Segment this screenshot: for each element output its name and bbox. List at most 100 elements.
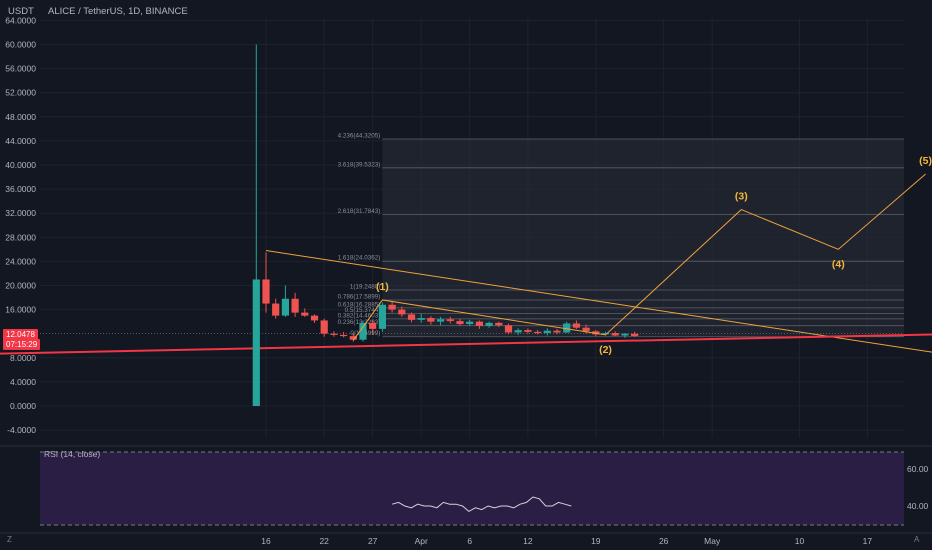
fibonacci-extension[interactable]: 4.236(44.3205) 3.618(39.5323) 2.618(31.784… (338, 132, 904, 337)
candle-body (543, 330, 551, 334)
rsi-level-40: 40.00 (907, 501, 929, 511)
candle-body (524, 330, 532, 332)
wave-path[interactable] (352, 173, 926, 341)
fib-level-label: 2.618(31.7843) (338, 208, 381, 215)
candle-body (398, 309, 406, 315)
candle-body (272, 303, 280, 316)
candle-body (534, 331, 542, 334)
fib-level-label: 1(19.2480) (350, 284, 380, 291)
wave-label: (2) (599, 344, 612, 356)
y-tick-label: 0.0000 (10, 401, 36, 411)
candlesticks (252, 44, 639, 406)
candle-body (475, 321, 483, 326)
candle-body (349, 336, 357, 340)
fib-level-label: 0.786(17.5899) (338, 294, 381, 301)
auto-scale-icon[interactable]: A (914, 535, 920, 544)
y-tick-label: 8.0000 (10, 353, 36, 363)
candle-body (621, 333, 629, 336)
candle-body (369, 322, 377, 329)
x-tick-label: 16 (261, 536, 271, 546)
rsi-legend[interactable]: RSI (14, close) (44, 449, 101, 459)
y-tick-label: 24.0000 (5, 256, 36, 266)
price-axis[interactable]: 64.0000 60.0000 56.0000 52.0000 48.0000 44.00… (5, 15, 36, 435)
countdown-tag: 07:15:29 (3, 339, 41, 350)
y-tick-label: 44.0000 (5, 136, 36, 146)
candle-body (553, 330, 561, 333)
y-tick-label: 32.0000 (5, 208, 36, 218)
rsi-line (391, 496, 572, 513)
candle-body (359, 322, 367, 340)
y-tick-label: 4.0000 (10, 377, 36, 387)
fib-level-label: 0.382(14.4603) (338, 312, 381, 319)
x-tick-label: 19 (591, 536, 601, 546)
x-tick-label: 22 (319, 536, 329, 546)
rsi-band (40, 452, 904, 525)
candle-body (291, 298, 299, 313)
candle-body (378, 304, 386, 329)
wave-label: (4) (832, 258, 845, 270)
fib-level-label: 4.236(44.3205) (338, 132, 381, 139)
candle-body (485, 322, 493, 326)
candle-body (611, 333, 619, 336)
y-tick-label: 56.0000 (5, 64, 36, 74)
fib-level-label: 0.618(16.2885) (338, 301, 381, 308)
settings-gear-icon[interactable] (910, 534, 924, 546)
candle-body (514, 330, 522, 333)
fib-zone[interactable] (382, 138, 904, 337)
elliott-wave-path[interactable]: (1) (2) (3) (4) (5) (352, 155, 932, 356)
y-tick-label: 64.0000 (5, 15, 36, 25)
candle-body (592, 331, 600, 335)
candle-body (504, 325, 513, 333)
candle-body (572, 323, 580, 328)
candle-body (601, 333, 610, 335)
x-tick-label: 12 (523, 536, 533, 546)
candle-body (582, 327, 590, 332)
candle-body (417, 318, 425, 320)
fib-level-label: 3.618(39.5323) (338, 161, 381, 168)
y-tick-label: 28.0000 (5, 232, 36, 242)
y-tick-label: 40.0000 (5, 160, 36, 170)
candle-body (330, 333, 338, 335)
x-tick-label: 6 (467, 536, 472, 546)
candle-body (466, 321, 474, 325)
candle-body (563, 323, 571, 333)
current-price-tag: 12.0478 (3, 329, 38, 340)
candle-body (456, 321, 464, 325)
resistance-trendline[interactable] (265, 250, 932, 403)
candle-body (301, 312, 309, 316)
y-tick-label: 20.0000 (5, 281, 36, 291)
x-tick-label: 27 (368, 536, 378, 546)
currency-label: USDT (8, 6, 34, 17)
candle-body (262, 279, 270, 304)
candle-body (437, 319, 445, 322)
candle-body (427, 318, 435, 322)
candle-body (495, 322, 503, 326)
fib-level-label: 0.5(15.3744) (345, 307, 381, 314)
candle-body (252, 279, 260, 406)
candle-body (631, 333, 639, 337)
timezone-icon[interactable]: Z (7, 535, 12, 544)
y-tick-label: 60.0000 (5, 40, 36, 50)
wave-label: (5) (919, 155, 932, 167)
support-trendline[interactable] (0, 328, 932, 355)
fib-level-label: 1.618(24.0362) (338, 255, 381, 262)
wave-label: (3) (735, 191, 748, 203)
x-tick-label: May (704, 536, 721, 546)
time-axis[interactable]: 16 22 27 Apr 6 12 19 26 May 10 17 (261, 536, 872, 546)
y-tick-label: 16.0000 (5, 305, 36, 315)
y-tick-label: 52.0000 (5, 88, 36, 98)
drawn-trendlines[interactable] (0, 250, 932, 403)
candle-body (310, 315, 319, 321)
candle-body (340, 334, 348, 337)
y-tick-label: 48.0000 (5, 112, 36, 122)
x-tick-label: 26 (659, 536, 669, 546)
candle-body (281, 298, 289, 316)
symbol-title[interactable]: ALICE / TetherUS, 1D, BINANCE (48, 6, 188, 17)
fib-level-label: 0.236(13.3293) (338, 319, 381, 326)
candle-body (388, 304, 396, 310)
candle-body (320, 320, 328, 334)
y-tick-label: -4.0000 (7, 425, 36, 435)
x-tick-label: 17 (863, 536, 873, 546)
x-tick-label: Apr (415, 536, 428, 546)
